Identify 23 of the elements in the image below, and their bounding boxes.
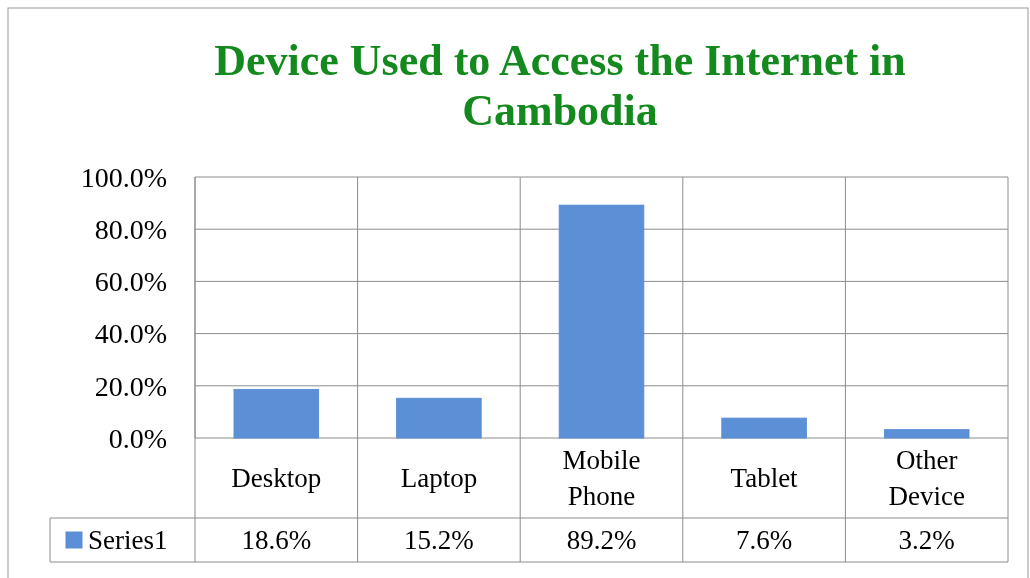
legend-label: Series1 [88, 525, 168, 556]
data-label: 18.6% [241, 525, 312, 556]
y-tick-label: 60.0% [94, 266, 167, 298]
data-label: 15.2% [404, 525, 474, 556]
data-label: 7.6% [735, 525, 793, 556]
bar [396, 397, 482, 439]
x-tick-label: Tablet [730, 463, 799, 494]
bar [233, 388, 320, 439]
x-tick-label: Laptop [400, 463, 478, 494]
chart-title: Device Used to Access the Internet in Cambodia [214, 36, 906, 135]
y-tick-label: 80.0% [94, 214, 167, 245]
data-label: 89.2% [566, 525, 637, 556]
x-tick-label: Other Device [888, 445, 965, 512]
bar [883, 429, 970, 439]
x-tick-label: Mobile Phone [562, 445, 641, 512]
y-tick-label: 100.0% [80, 161, 167, 193]
bar [558, 204, 645, 439]
y-tick-label: 20.0% [94, 370, 167, 402]
bar [721, 417, 807, 439]
x-tick-label: Desktop [231, 463, 322, 494]
y-tick-label: 0.0% [108, 422, 167, 454]
y-tick-label: 40.0% [94, 318, 167, 350]
data-label: 3.2% [898, 525, 955, 556]
